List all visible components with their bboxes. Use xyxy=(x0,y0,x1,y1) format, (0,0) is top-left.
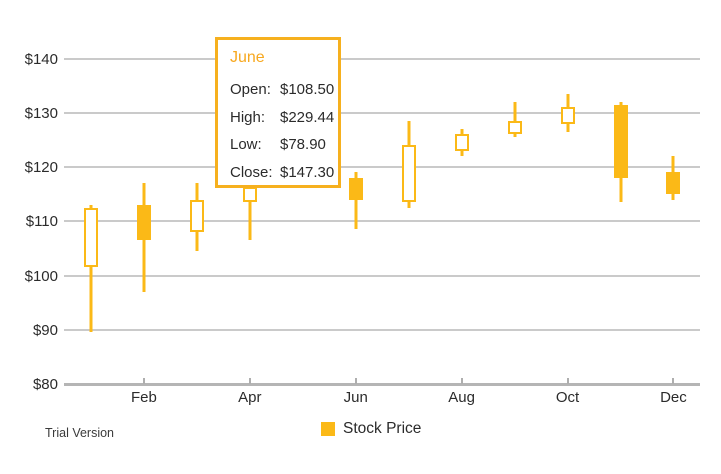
candle-nov[interactable] xyxy=(613,101,628,203)
tooltip-close-value: $147.30 xyxy=(280,163,335,181)
legend-label: Stock Price xyxy=(343,420,422,437)
y-axis-label: $140 xyxy=(24,50,58,68)
y-axis-label: $90 xyxy=(32,321,58,339)
tooltip-close-label: Close: xyxy=(230,163,273,181)
x-axis-label: Aug xyxy=(448,389,475,406)
gridline xyxy=(64,111,700,114)
candle-wick xyxy=(248,183,252,241)
tooltip-row-open: Open: $108.50 xyxy=(230,76,338,104)
gridline xyxy=(64,274,700,277)
trial-version-watermark: Trial Version xyxy=(45,426,115,440)
x-axis-tick xyxy=(566,378,569,384)
candle-oct[interactable] xyxy=(560,93,575,132)
tooltip-low-value: $78.90 xyxy=(280,136,326,154)
gridline xyxy=(64,220,700,223)
candle-jul[interactable] xyxy=(401,120,416,208)
candle-jan[interactable] xyxy=(84,204,98,333)
x-axis-tick xyxy=(354,378,357,384)
candle-body xyxy=(189,199,204,233)
candle-wick xyxy=(513,101,517,138)
candle-body xyxy=(666,172,681,195)
candle-body xyxy=(242,187,257,203)
x-axis-label: Oct xyxy=(555,389,580,406)
y-axis-label: $110 xyxy=(25,213,58,231)
tooltip-open-label: Open: xyxy=(230,81,271,99)
x-axis-line xyxy=(64,383,700,386)
candle-body xyxy=(560,107,575,124)
tooltip-high-value: $229.44 xyxy=(280,108,335,126)
legend-item-stock-price[interactable]: Stock Price xyxy=(321,421,421,437)
y-axis-label: $100 xyxy=(24,267,58,285)
candle-feb[interactable] xyxy=(136,183,151,292)
tooltip-row-low: Low: $78.90 xyxy=(230,131,338,159)
candle-sep[interactable] xyxy=(507,101,522,138)
x-axis-label: Dec xyxy=(660,389,687,406)
gridline xyxy=(64,57,700,60)
x-axis-tick xyxy=(248,378,251,384)
x-axis-label: Jun xyxy=(343,389,368,406)
x-axis-label: Apr xyxy=(238,389,262,406)
tooltip-title: June xyxy=(230,49,265,66)
candle-body xyxy=(136,204,151,241)
candle-wick xyxy=(354,172,358,230)
candle-body xyxy=(454,134,469,151)
y-axis-label: $130 xyxy=(24,104,58,122)
x-axis-tick xyxy=(142,378,145,384)
x-axis-label: Feb xyxy=(131,389,157,406)
tooltip-open-value: $108.50 xyxy=(280,81,335,99)
x-axis-tick xyxy=(672,378,675,384)
tooltip-low-label: Low: xyxy=(230,136,262,154)
candle-body xyxy=(613,104,628,178)
y-axis-label: $80 xyxy=(32,376,58,393)
tooltip: June Open: $108.50 High: $229.44 Low: $7… xyxy=(215,37,341,188)
candle-jun[interactable] xyxy=(348,172,363,230)
candle-body xyxy=(348,177,363,200)
candle-body xyxy=(84,207,98,268)
candle-body xyxy=(507,120,522,135)
tooltip-row-close: Close: $147.30 xyxy=(230,159,338,187)
candle-wick xyxy=(89,204,93,333)
candle-aug[interactable] xyxy=(454,129,469,157)
legend-swatch-icon xyxy=(321,422,335,436)
candle-mar[interactable] xyxy=(189,183,204,252)
candle-dec[interactable] xyxy=(666,156,681,200)
tooltip-high-label: High: xyxy=(230,108,266,126)
gridline xyxy=(64,328,700,331)
tooltip-row-high: High: $229.44 xyxy=(230,104,338,132)
y-axis-label: $120 xyxy=(24,159,58,176)
x-axis-tick xyxy=(460,378,463,384)
candle-apr[interactable] xyxy=(242,183,257,241)
gridline xyxy=(64,166,700,168)
candle-body xyxy=(401,145,416,203)
